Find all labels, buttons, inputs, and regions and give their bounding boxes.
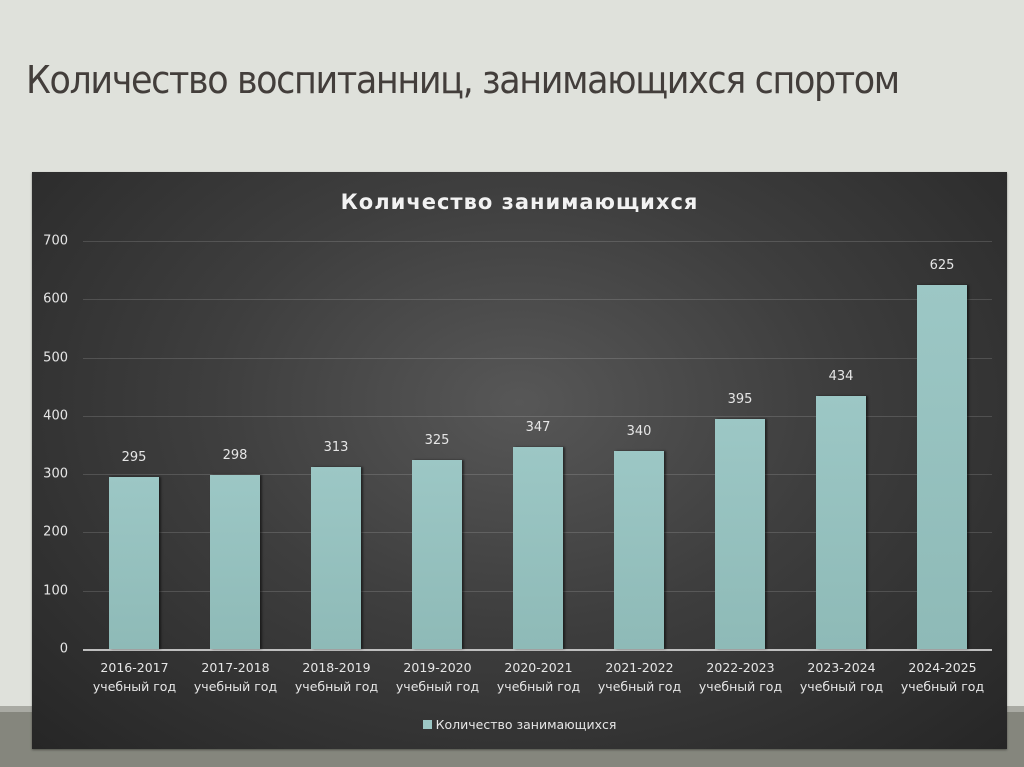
bar-data-label: 347 [525,420,551,435]
gridline [83,299,992,300]
bar-data-label: 295 [121,450,147,465]
category-suffix: учебный год [193,679,278,694]
category-suffix: учебный год [496,679,581,694]
category-suffix: учебный год [395,679,480,694]
category-years: 2018-2019 [302,660,371,675]
y-axis-tick-label: 300 [43,466,68,482]
bar [715,419,765,649]
gridline [83,416,992,417]
bar-data-label: 313 [323,440,349,455]
slide-title: Количество воспитанниц, занимающихся спо… [26,58,900,102]
category-years: 2021-2022 [605,660,674,675]
chart-legend: Количество занимающихся [32,717,1007,732]
x-axis-category-label: 2016-2017 учебный год [84,658,185,696]
bar-data-label: 625 [929,258,955,273]
y-axis-tick-label: 700 [43,233,68,249]
bar-data-label: 340 [626,424,652,439]
x-axis-category-label: 2018-2019 учебный год [286,658,387,696]
y-axis-tick-label: 600 [43,291,68,307]
x-axis-category-label: 2017-2018 учебный год [185,658,286,696]
x-axis-category-label: 2024-2025 учебный год [892,658,993,696]
category-years: 2020-2021 [504,660,573,675]
bar [816,396,866,649]
gridline [83,241,992,242]
bar [614,451,664,649]
bar-data-label: 434 [828,369,854,384]
bar [210,475,260,649]
category-years: 2016-2017 [100,660,169,675]
legend-label: Количество занимающихся [435,717,617,732]
x-axis-line [83,649,992,651]
category-suffix: учебный год [92,679,177,694]
category-years: 2024-2025 [908,660,977,675]
gridline [83,358,992,359]
x-axis-category-label: 2021-2022 учебный год [589,658,690,696]
category-years: 2022-2023 [706,660,775,675]
bar [109,477,159,649]
category-suffix: учебный год [294,679,379,694]
x-axis-category-label: 2022-2023 учебный год [690,658,791,696]
bar [917,285,967,649]
bar [311,467,361,649]
x-axis-category-label: 2020-2021 учебный год [488,658,589,696]
bar-data-label: 395 [727,392,753,407]
y-axis-tick-label: 100 [43,583,68,599]
category-years: 2017-2018 [201,660,270,675]
chart-panel: Количество занимающихся 0 100 200 300 400 500… [32,172,1007,749]
legend-swatch-icon [422,720,432,729]
category-years: 2023-2024 [807,660,876,675]
bar [513,447,563,649]
x-axis-category-label: 2023-2024 учебный год [791,658,892,696]
y-axis-tick-label: 500 [43,350,68,366]
x-axis-category-label: 2019-2020 учебный год [387,658,488,696]
category-suffix: учебный год [597,679,682,694]
chart-title: Количество занимающихся [340,190,699,214]
y-axis-tick-label: 400 [43,408,68,424]
y-axis-tick-label: 200 [43,524,68,540]
y-axis-tick-label: 0 [59,641,68,657]
bar [412,460,462,649]
category-suffix: учебный год [900,679,985,694]
category-suffix: учебный год [799,679,884,694]
bar-data-label: 325 [424,433,450,448]
category-suffix: учебный год [698,679,783,694]
bar-data-label: 298 [222,448,248,463]
category-years: 2019-2020 [403,660,472,675]
